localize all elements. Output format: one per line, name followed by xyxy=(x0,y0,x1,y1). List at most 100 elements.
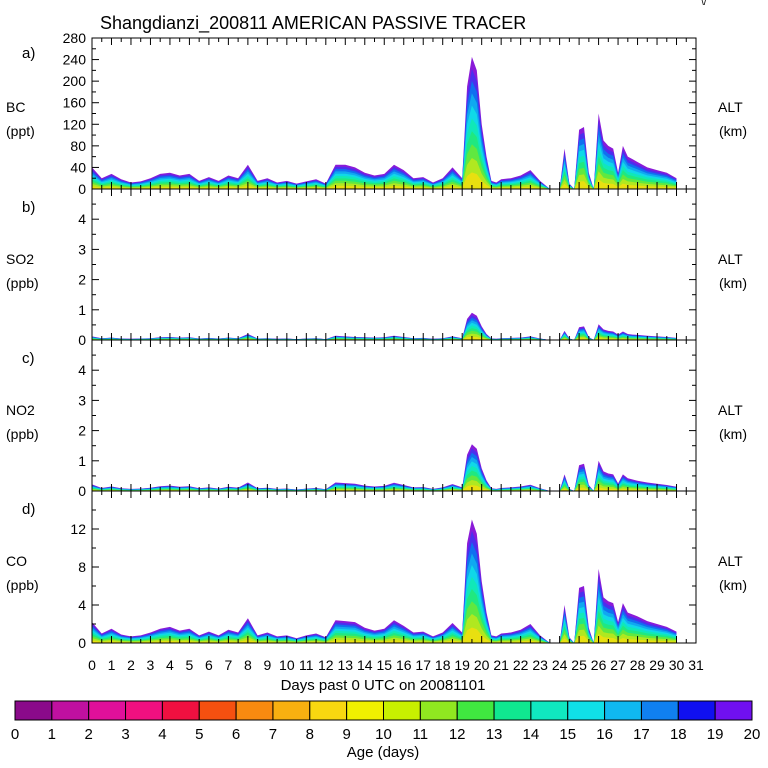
colorbar-swatch xyxy=(51,700,90,721)
colorbar-swatch xyxy=(530,700,569,721)
panel-a: a) BC (ppt) ALT (km) 0 40 80 120 160 200 240 28… xyxy=(6,30,747,197)
y-tick-label-so2: 0 xyxy=(78,332,86,348)
x-tick-label: 15 xyxy=(376,657,392,673)
x-tick-label: 27 xyxy=(610,657,626,673)
corner-mark: \/ xyxy=(701,0,707,8)
colorbar-swatch xyxy=(456,700,495,721)
panel-a-letter: a) xyxy=(22,45,35,62)
y-tick-label-co: 4 xyxy=(78,597,86,613)
x-tick-label: 23 xyxy=(532,657,548,673)
colorbar-tick-label: 16 xyxy=(596,726,613,743)
colorbar-tick-label: 15 xyxy=(559,726,576,743)
area-band-co-2 xyxy=(92,542,677,643)
x-tick-label: 14 xyxy=(357,657,373,673)
panel-b-name: SO2 xyxy=(6,251,34,267)
x-tick-label: 11 xyxy=(299,657,314,673)
x-tick-label: 7 xyxy=(224,657,232,673)
colorbar-swatch xyxy=(125,700,163,721)
y-tick-label-bc: 40 xyxy=(70,159,86,175)
colorbar-swatch xyxy=(161,700,200,721)
x-tick-label: 28 xyxy=(630,657,646,673)
panel-c-unit: (ppb) xyxy=(6,426,39,442)
y-tick-label-so2: 3 xyxy=(78,241,86,257)
colorbar-swatch xyxy=(677,700,716,721)
panel-a-right-unit: (km) xyxy=(719,123,747,139)
panel-b-letter: b) xyxy=(22,199,35,216)
colorbar-tick-label: 9 xyxy=(342,726,350,743)
panel-d-right-label: ALT xyxy=(718,553,743,569)
x-tick-label: 3 xyxy=(147,657,155,673)
y-tick-label-no2: 4 xyxy=(78,362,86,378)
colorbar-swatch xyxy=(493,700,532,721)
colorbar-tick-label: 14 xyxy=(523,726,540,743)
y-tick-label-bc: 120 xyxy=(63,116,87,132)
y-tick-label-bc: 80 xyxy=(70,138,86,154)
y-tick-label-no2: 3 xyxy=(78,392,86,408)
x-tick-label: 13 xyxy=(338,657,354,673)
x-tick-label: 6 xyxy=(205,657,213,673)
colorbar-swatch xyxy=(640,700,679,721)
colorbar-tick-label: 7 xyxy=(269,726,277,743)
age-colorbar: 0 1 2 3 4 5 6 7 8 9 10 11 12 13 14 15 16 17 18 19 20 xyxy=(11,700,760,743)
panel-c: c) NO2 (ppb) ALT (km) 0 1 2 3 4 xyxy=(6,339,747,499)
colorbar-swatch xyxy=(198,700,237,721)
x-tick-label: 29 xyxy=(649,657,665,673)
panel-b-right-unit: (km) xyxy=(719,275,747,291)
panel-d: d) CO (ppb) ALT (km) 0 4 8 12 xyxy=(6,490,747,651)
colorbar-tick-label: 10 xyxy=(375,726,392,743)
colorbar-tick-label: 3 xyxy=(121,726,129,743)
colorbar-tick-label: 18 xyxy=(670,726,687,743)
area-band-no2-0 xyxy=(92,444,677,491)
panel-b-unit: (ppb) xyxy=(6,275,39,291)
x-tick-label: 26 xyxy=(591,657,607,673)
x-tick-label: 0 xyxy=(88,657,96,673)
colorbar-tick-label: 1 xyxy=(48,726,56,743)
y-tick-label-co: 0 xyxy=(78,635,86,651)
x-tick-label: 21 xyxy=(493,657,509,673)
area-band-co-0 xyxy=(92,519,677,643)
colorbar-tick-label: 11 xyxy=(413,726,429,743)
panel-frame xyxy=(91,188,697,341)
colorbar-tick-label: 8 xyxy=(306,726,314,743)
colorbar-tick-label: 2 xyxy=(85,726,93,743)
x-tick-label: 5 xyxy=(186,657,194,673)
area-band-co-1 xyxy=(92,530,677,643)
panel-b-right-label: ALT xyxy=(718,251,743,267)
colorbar-label: Age (days) xyxy=(347,744,420,761)
colorbar-swatch xyxy=(604,700,642,721)
colorbar-swatch xyxy=(14,700,53,721)
x-tick-label: 20 xyxy=(474,657,490,673)
figure-title: Shangdianzi_200811 AMERICAN PASSIVE TRAC… xyxy=(100,13,526,34)
y-tick-label-co: 8 xyxy=(78,559,86,575)
colorbar-tick-label: 5 xyxy=(195,726,203,743)
colorbar-swatch xyxy=(88,700,127,721)
colorbar-swatch xyxy=(235,700,274,721)
x-tick-label: 30 xyxy=(669,657,685,673)
x-tick-label: 1 xyxy=(108,657,116,673)
colorbar-swatch xyxy=(567,700,606,721)
x-tick-label: 17 xyxy=(415,657,431,673)
panel-c-name: NO2 xyxy=(6,402,35,418)
y-tick-label-no2: 2 xyxy=(78,423,86,439)
panel-d-right-unit: (km) xyxy=(719,577,747,593)
y-tick-label-so2: 4 xyxy=(78,211,86,227)
y-tick-label-so2: 1 xyxy=(78,302,86,318)
panel-c-right-label: ALT xyxy=(718,402,743,418)
x-tick-label: 9 xyxy=(263,657,271,673)
x-axis-tick-labels: 0 1 2 3 4 5 6 7 8 9 10 11 12 13 14 15 16 17 18 19 20 21 22 23 24… xyxy=(88,657,704,673)
x-tick-label: 25 xyxy=(571,657,587,673)
y-tick-label-bc: 240 xyxy=(63,52,87,68)
colorbar-swatch xyxy=(272,700,311,721)
y-tick-label-bc: 280 xyxy=(63,30,87,46)
colorbar-swatch xyxy=(309,700,348,721)
colorbar-tick-label: 17 xyxy=(633,726,650,743)
area-band-bc-0 xyxy=(92,56,677,190)
panel-a-right-label: ALT xyxy=(718,99,743,115)
colorbar-tick-label: 0 xyxy=(11,726,19,743)
x-tick-label: 18 xyxy=(435,657,451,673)
panel-frame xyxy=(91,339,697,492)
panel-b: b) SO2 (ppb) ALT (km) 0 1 2 3 4 xyxy=(6,188,747,348)
colorbar-swatch xyxy=(714,700,753,721)
x-tick-label: 31 xyxy=(688,657,704,673)
